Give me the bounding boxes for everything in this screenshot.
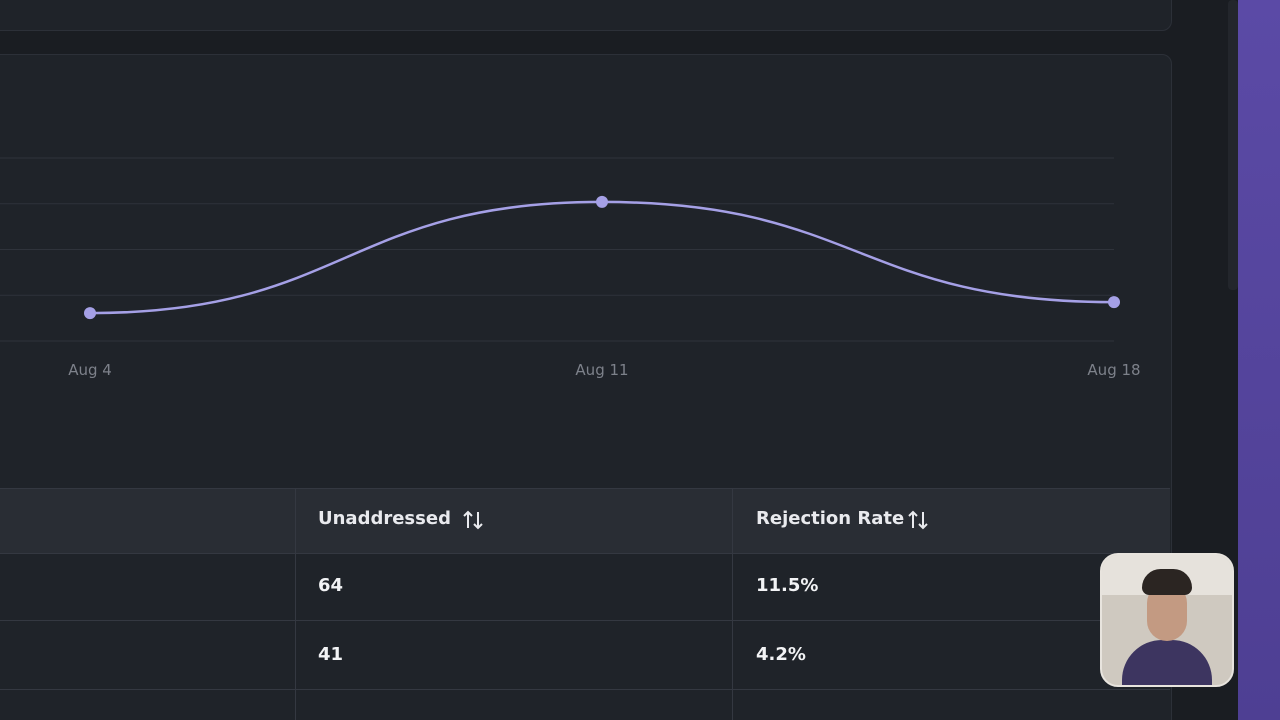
col-divider [295, 488, 296, 720]
chart-card [0, 54, 1172, 720]
x-tick-label: Aug 11 [575, 361, 628, 379]
table-header [0, 488, 1170, 554]
line [89, 200, 1115, 315]
row-divider [0, 620, 1170, 621]
point [84, 307, 96, 320]
column-header[interactable]: Unaddressed [318, 508, 451, 529]
cell: 4.2% [756, 644, 806, 665]
x-tick-label: Aug 4 [68, 361, 112, 379]
cell: 64 [318, 575, 344, 596]
point [1108, 296, 1120, 309]
sort-icon[interactable] [907, 509, 929, 531]
col-divider [732, 488, 733, 720]
cell: 41 [318, 644, 344, 665]
scrollbar[interactable] [1228, 0, 1238, 290]
cell: 11.5% [756, 575, 819, 596]
column-header[interactable]: Rejection Rate [756, 508, 905, 529]
row-divider [0, 689, 1170, 690]
webcam-overlay[interactable] [1100, 553, 1234, 687]
hair [1142, 569, 1192, 595]
side-strip [1238, 0, 1280, 720]
point [596, 195, 608, 208]
x-tick-label: Aug 18 [1087, 361, 1140, 379]
shirt [1122, 640, 1212, 685]
top-card [0, 0, 1172, 31]
sort-icon[interactable] [462, 509, 484, 531]
chart: Aug 4 Aug 11 Aug 18 [0, 157, 1141, 379]
